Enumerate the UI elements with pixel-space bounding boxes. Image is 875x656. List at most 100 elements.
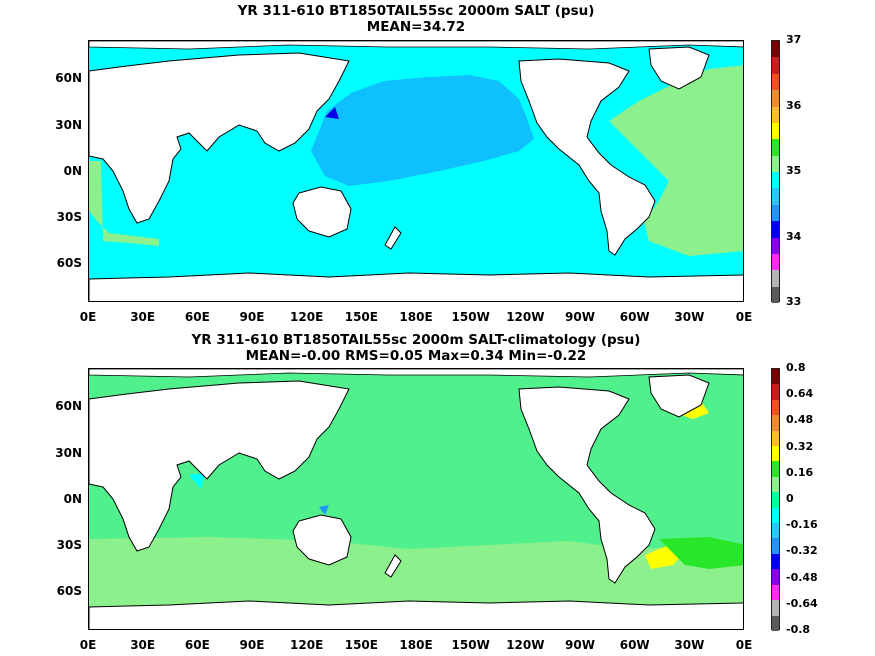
colorbar-segment [772, 204, 779, 222]
colorbar-label: 0.32 [786, 439, 814, 453]
panel2-colorbar [771, 368, 780, 631]
colorbar-label: 34 [786, 229, 802, 243]
panel1-pacific-fresh [311, 75, 534, 186]
panel1-title-line2: MEAN=34.72 [366, 19, 466, 35]
colorbar-segment [772, 270, 779, 287]
colorbar-segment [772, 253, 779, 271]
colorbar-label: 0.16 [786, 465, 814, 479]
panel2-southern-band [89, 537, 743, 609]
colorbar-label: -0.8 [786, 623, 811, 636]
colorbar-segment [772, 139, 779, 156]
lon-tick-label: 60E [184, 310, 210, 324]
panel1-map [88, 40, 744, 302]
lon-tick-label: 60W [619, 310, 650, 324]
colorbar-label: 33 [786, 295, 802, 308]
colorbar-segment [772, 399, 779, 416]
lon-tick-label: 120E [290, 310, 324, 324]
lon-tick-label: 30E [130, 310, 156, 324]
panel2-map [88, 368, 744, 630]
panel2-title-line1: YR 311-610 BT1850TAIL55sc 2000m SALT-cli… [191, 332, 641, 348]
lon-tick-label: 90E [239, 310, 265, 324]
colorbar-segment [772, 523, 779, 539]
colorbar-segment [772, 188, 779, 205]
lon-tick-label: 30W [674, 638, 705, 652]
colorbar-segment [772, 600, 779, 616]
lon-tick-label: 120W [506, 310, 545, 324]
colorbar-label: 0.48 [786, 413, 814, 427]
colorbar-segment [772, 615, 779, 631]
lon-tick-label: 180E [399, 638, 433, 652]
lat-tick-label: 60S [56, 256, 82, 270]
colorbar-segment [772, 584, 779, 601]
colorbar-segment [772, 155, 779, 172]
colorbar-segment [772, 106, 779, 123]
colorbar-label: 36 [786, 98, 802, 112]
lon-tick-label: 90W [565, 638, 595, 652]
lon-tick-label: 0E [735, 638, 753, 652]
lon-tick-label: 150E [344, 638, 378, 652]
panel1-title-line1: YR 311-610 BT1850TAIL55sc 2000m SALT (ps… [237, 3, 595, 19]
colorbar-segment [772, 492, 779, 508]
lon-tick-label: 90W [565, 310, 595, 324]
lat-tick-label: 30N [55, 118, 82, 132]
lat-tick-label: 60S [56, 584, 82, 598]
colorbar-segment [772, 415, 779, 431]
colorbar-segment [772, 569, 779, 585]
colorbar-label: 37 [786, 33, 802, 46]
colorbar-label: 0.8 [786, 361, 806, 374]
panel2-land-australia [292, 514, 352, 566]
colorbar-label: -0.32 [786, 544, 818, 558]
panel2-land-greenland [648, 374, 710, 418]
panel2-title-line2: MEAN=-0.00 RMS=0.05 Max=0.34 Min=-0.22 [245, 348, 587, 364]
lat-tick-label: 30N [55, 446, 82, 460]
panel1-colorbar [771, 40, 780, 303]
colorbar-segment [772, 237, 779, 254]
colorbar-segment [772, 286, 779, 303]
lon-tick-label: 90E [239, 638, 265, 652]
lon-tick-label: 180E [399, 310, 433, 324]
panel1-land-greenland [648, 46, 710, 90]
lon-tick-label: 120E [290, 638, 324, 652]
colorbar-segment [772, 461, 779, 477]
colorbar-label: -0.64 [786, 596, 818, 610]
lon-tick-label: 150E [344, 310, 378, 324]
lon-tick-label: 150W [451, 310, 490, 324]
lat-tick-label: 0N [63, 164, 82, 178]
panel1-land-antarctica [89, 272, 743, 301]
panel1-land-americas [518, 58, 656, 256]
colorbar-label: 0 [786, 492, 794, 505]
colorbar-segment [772, 172, 779, 189]
colorbar-segment [772, 369, 779, 385]
panel1-atlantic-salty [609, 65, 743, 256]
lat-tick-label: 0N [63, 492, 82, 506]
colorbar-segment [772, 384, 779, 400]
panel2-land-antarctica [89, 600, 743, 629]
colorbar-label: 0.64 [786, 387, 814, 401]
colorbar-segment [772, 73, 779, 91]
lon-tick-label: 60E [184, 638, 210, 652]
lat-tick-label: 60N [55, 399, 82, 413]
colorbar-label: -0.16 [786, 518, 818, 532]
lon-tick-label: 30W [674, 310, 705, 324]
panel1-land-eurasia-africa [89, 52, 350, 224]
lat-tick-label: 30S [56, 538, 82, 552]
colorbar-label: -0.48 [786, 570, 818, 584]
colorbar-segment [772, 476, 779, 493]
colorbar-segment [772, 553, 779, 570]
colorbar-label: 35 [786, 164, 802, 177]
colorbar-segment [772, 446, 779, 462]
lon-tick-label: 120W [506, 638, 545, 652]
colorbar-segment [772, 41, 779, 58]
lon-tick-label: 150W [451, 638, 490, 652]
panel1-land-australia [292, 186, 352, 238]
colorbar-segment [772, 538, 779, 554]
colorbar-segment [772, 122, 779, 140]
colorbar-segment [772, 57, 779, 74]
colorbar-segment [772, 430, 779, 447]
panel2-land-americas [518, 386, 656, 584]
lon-tick-label: 30E [130, 638, 156, 652]
colorbar-segment [772, 90, 779, 107]
colorbar-segment [772, 221, 779, 238]
lon-tick-label: 0E [79, 638, 97, 652]
lat-tick-label: 60N [55, 71, 82, 85]
